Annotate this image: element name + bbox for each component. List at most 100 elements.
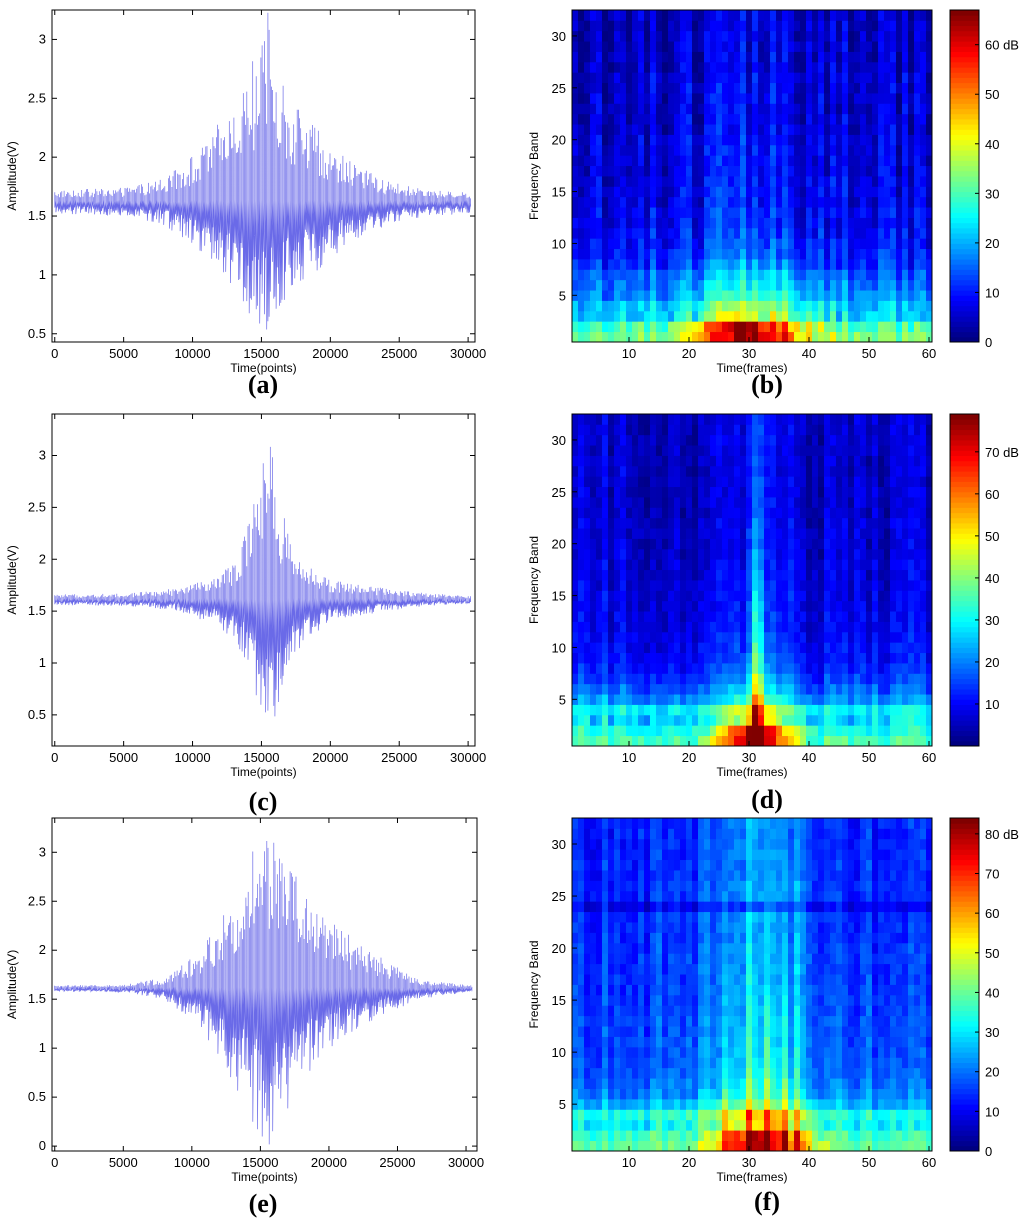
heatmap-cell — [620, 859, 627, 871]
heatmap-cell — [704, 434, 711, 446]
heatmap-cell — [896, 134, 903, 146]
heatmap-cell — [854, 424, 861, 436]
heatmap-cell — [638, 217, 645, 229]
heatmap-cell — [620, 186, 627, 198]
heatmap-cell — [704, 932, 711, 944]
heatmap-cell — [788, 476, 795, 488]
heatmap-cell — [752, 269, 759, 281]
x-tick-label: 15000 — [243, 346, 279, 361]
heatmap-cell — [830, 248, 837, 260]
heatmap-cell — [818, 725, 825, 737]
heatmap-cell — [806, 434, 813, 446]
x-tick-label: 10 — [622, 750, 636, 765]
heatmap-cell — [716, 631, 723, 643]
heatmap-cell — [890, 580, 897, 591]
heatmap-cell — [608, 186, 615, 198]
heatmap-cell — [572, 932, 579, 944]
heatmap-cell — [578, 548, 585, 560]
heatmap-cell — [596, 41, 603, 52]
heatmap-cell — [722, 414, 729, 425]
heatmap-cell — [716, 725, 723, 737]
heatmap-cell — [770, 673, 777, 685]
heatmap-cell — [908, 103, 915, 115]
heatmap-cell — [824, 103, 831, 115]
heatmap-cell — [662, 1057, 669, 1069]
heatmap-cell — [602, 248, 609, 260]
heatmap-cell — [602, 859, 609, 871]
heatmap-cell — [746, 465, 753, 477]
heatmap-cell — [650, 1057, 657, 1069]
heatmap-cell — [758, 124, 765, 135]
heatmap-cell — [614, 300, 621, 312]
heatmap-cell — [758, 186, 765, 198]
heatmap-cell — [776, 113, 783, 125]
heatmap-cell — [638, 683, 645, 695]
heatmap-cell — [686, 642, 693, 654]
heatmap-cell — [620, 279, 627, 291]
heatmap-cell — [902, 103, 909, 115]
heatmap-cell — [638, 82, 645, 94]
heatmap-cell — [836, 414, 843, 425]
heatmap-cell — [878, 548, 885, 560]
heatmap-cell — [722, 176, 729, 187]
heatmap-cell — [632, 455, 639, 467]
heatmap-cell — [920, 600, 927, 612]
heatmap-cell — [896, 259, 903, 270]
heatmap-cell — [584, 870, 591, 881]
heatmap-cell — [626, 548, 633, 560]
heatmap-cell — [860, 51, 867, 63]
heatmap-cell — [764, 611, 771, 622]
heatmap-cell — [596, 922, 603, 933]
heatmap-cell — [674, 704, 681, 716]
heatmap-cell — [890, 176, 897, 187]
heatmap-cell — [650, 984, 657, 996]
heatmap-cell — [710, 300, 717, 312]
heatmap-cell — [638, 279, 645, 291]
heatmap-cell — [632, 1088, 639, 1100]
heatmap-cell — [740, 414, 747, 425]
heatmap-cell — [788, 528, 795, 539]
heatmap-cell — [914, 248, 921, 260]
heatmap-cell — [812, 103, 819, 115]
heatmap-cell — [572, 1140, 579, 1152]
heatmap-cell — [878, 72, 885, 84]
heatmap-cell — [926, 621, 933, 633]
heatmap-cell — [770, 144, 777, 156]
heatmap-cell — [746, 704, 753, 716]
heatmap-cell — [590, 248, 597, 260]
heatmap-cell — [650, 279, 657, 291]
heatmap-cell — [584, 818, 591, 829]
heatmap-cell — [650, 41, 657, 52]
heatmap-cell — [650, 932, 657, 944]
heatmap-cell — [782, 176, 789, 187]
heatmap-cell — [710, 994, 717, 1006]
heatmap-cell — [896, 196, 903, 208]
heatmap-cell — [680, 72, 687, 84]
x-axis-label: Time(frames) — [717, 765, 788, 779]
heatmap-cell — [716, 30, 723, 42]
heatmap-cell — [626, 1078, 633, 1089]
colorbar-segment — [950, 15, 979, 21]
heatmap-cell — [692, 911, 699, 923]
heatmap-cell — [764, 61, 771, 73]
heatmap-cell — [626, 974, 633, 985]
heatmap-cell — [848, 559, 855, 571]
heatmap-cell — [656, 600, 663, 612]
heatmap-cell — [884, 41, 891, 52]
heatmap-cell — [620, 704, 627, 716]
colorbar-segment — [950, 326, 979, 333]
heatmap-cell — [920, 20, 927, 32]
heatmap-cell — [812, 113, 819, 125]
heatmap-cell — [902, 72, 909, 84]
heatmap-cell — [764, 227, 771, 239]
heatmap-cell — [830, 725, 837, 737]
heatmap-cell — [620, 414, 627, 425]
heatmap-cell — [650, 72, 657, 84]
heatmap-cell — [608, 1098, 615, 1110]
heatmap-cell — [722, 290, 729, 301]
heatmap-cell — [836, 517, 843, 529]
heatmap-cell — [926, 155, 933, 167]
heatmap-cell — [914, 600, 921, 612]
heatmap-cell — [872, 217, 879, 229]
heatmap-cell — [638, 1119, 645, 1131]
